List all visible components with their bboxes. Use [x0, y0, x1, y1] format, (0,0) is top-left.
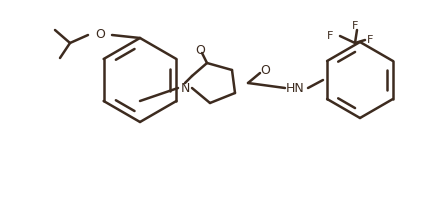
- Text: F: F: [352, 21, 358, 31]
- Text: F: F: [367, 35, 373, 45]
- Text: N: N: [180, 82, 190, 94]
- Text: F: F: [327, 31, 333, 41]
- Text: O: O: [260, 64, 270, 76]
- Text: O: O: [95, 29, 105, 42]
- Text: HN: HN: [285, 82, 304, 94]
- Text: O: O: [195, 44, 205, 56]
